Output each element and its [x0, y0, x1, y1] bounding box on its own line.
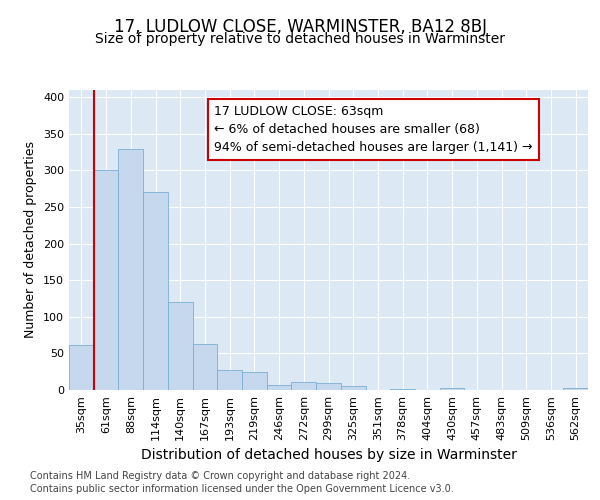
Text: Contains HM Land Registry data © Crown copyright and database right 2024.: Contains HM Land Registry data © Crown c…: [30, 471, 410, 481]
Bar: [316, 382, 341, 390]
X-axis label: Distribution of detached houses by size in Warminster: Distribution of detached houses by size …: [140, 448, 517, 462]
Bar: [440, 388, 464, 390]
Bar: [217, 370, 242, 390]
Text: Size of property relative to detached houses in Warminster: Size of property relative to detached ho…: [95, 32, 505, 46]
Text: 17 LUDLOW CLOSE: 63sqm
← 6% of detached houses are smaller (68)
94% of semi-deta: 17 LUDLOW CLOSE: 63sqm ← 6% of detached …: [214, 105, 533, 154]
Bar: [168, 302, 193, 390]
Bar: [267, 385, 292, 390]
Bar: [143, 192, 168, 390]
Bar: [563, 388, 588, 390]
Text: 17, LUDLOW CLOSE, WARMINSTER, BA12 8BJ: 17, LUDLOW CLOSE, WARMINSTER, BA12 8BJ: [113, 18, 487, 36]
Bar: [193, 344, 217, 390]
Bar: [292, 382, 316, 390]
Bar: [94, 170, 118, 390]
Bar: [69, 344, 94, 390]
Y-axis label: Number of detached properties: Number of detached properties: [25, 142, 37, 338]
Text: Contains public sector information licensed under the Open Government Licence v3: Contains public sector information licen…: [30, 484, 454, 494]
Bar: [118, 148, 143, 390]
Bar: [341, 386, 365, 390]
Bar: [242, 372, 267, 390]
Bar: [390, 388, 415, 390]
